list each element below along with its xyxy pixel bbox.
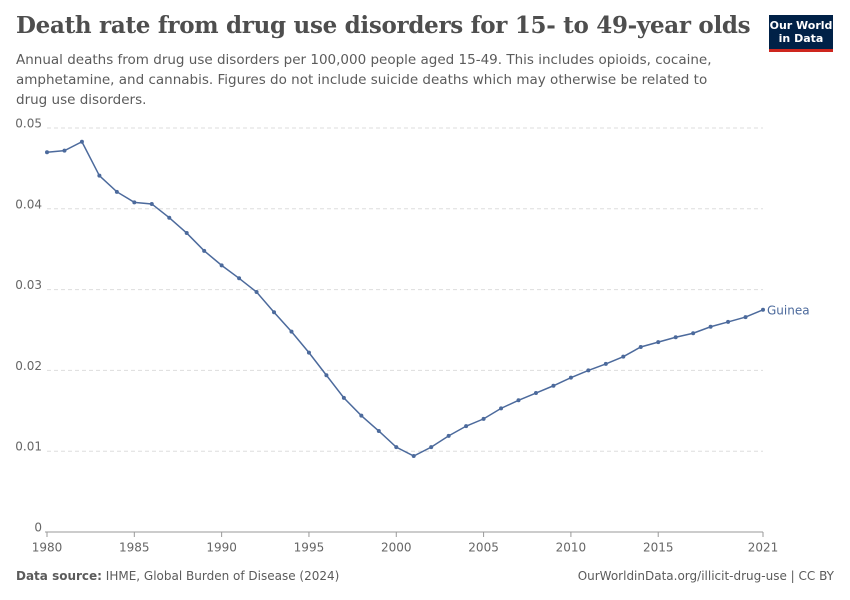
data-point <box>743 315 748 320</box>
data-point <box>481 416 486 421</box>
x-tick-label: 2010 <box>556 541 587 555</box>
data-point <box>132 200 137 205</box>
y-tick-label: 0.02 <box>15 359 42 373</box>
data-point <box>237 276 242 281</box>
data-point <box>306 350 311 355</box>
data-point <box>429 445 434 450</box>
data-point <box>516 398 521 403</box>
data-point <box>376 429 381 433</box>
data-point <box>673 335 678 340</box>
data-point <box>603 361 608 366</box>
data-point <box>691 331 696 336</box>
data-point <box>79 139 84 144</box>
data-point <box>726 319 731 324</box>
x-tick-label: 1990 <box>206 541 237 555</box>
data-point <box>464 424 469 429</box>
chart-title: Death rate from drug use disorders for 1… <box>16 12 751 39</box>
data-point <box>97 173 102 178</box>
series-line <box>46 140 764 457</box>
data-point <box>341 395 346 400</box>
data-point <box>272 310 277 315</box>
x-tick-label: 2005 <box>468 541 499 555</box>
y-tick-label: 0 <box>34 521 42 535</box>
logo[interactable]: Our World in Data <box>769 15 833 52</box>
data-point <box>184 231 189 236</box>
data-point <box>359 413 364 418</box>
data-point <box>446 433 451 438</box>
logo-line: in Data <box>778 32 824 45</box>
x-tick-label: 2015 <box>643 541 674 555</box>
x-tick-label: 1985 <box>119 541 150 555</box>
data-point <box>324 373 329 378</box>
data-point <box>289 329 294 334</box>
data-point <box>708 324 713 329</box>
data-point <box>149 201 154 206</box>
data-point <box>533 391 538 396</box>
data-point <box>586 368 591 373</box>
chart-subtitle: Annual deaths from drug use disorders pe… <box>16 52 712 108</box>
data-point <box>254 290 259 295</box>
data-point <box>411 454 416 459</box>
x-tick-label: 1980 <box>32 541 63 555</box>
x-tick-label: 2000 <box>381 541 412 555</box>
data-point <box>167 215 172 220</box>
series-label: Guinea <box>767 303 810 317</box>
data-point <box>551 383 556 388</box>
data-point <box>638 344 643 349</box>
data-point <box>114 189 119 194</box>
data-point <box>761 307 765 312</box>
data-point <box>394 445 399 450</box>
source: Data source: IHME, Global Burden of Dise… <box>16 569 339 583</box>
data-point <box>499 406 504 411</box>
logo-line: Our World <box>769 19 833 32</box>
y-tick-label: 0.05 <box>15 117 42 131</box>
data-point <box>568 375 573 380</box>
source-url[interactable]: OurWorldinData.org/illicit-drug-use | CC… <box>577 569 834 583</box>
x-tick-label: 1995 <box>294 541 325 555</box>
x-tick-label: 2021 <box>748 541 779 555</box>
source-label: Data source: <box>16 569 102 583</box>
y-tick-label: 0.01 <box>15 440 42 454</box>
data-point <box>656 340 661 345</box>
data-point <box>45 150 49 155</box>
y-tick-label: 0.04 <box>15 197 42 211</box>
data-point <box>621 354 626 359</box>
data-point <box>219 263 224 268</box>
source-text: IHME, Global Burden of Disease (2024) <box>105 569 340 583</box>
data-point <box>202 248 207 253</box>
y-tick-label: 0.03 <box>15 278 42 292</box>
data-point <box>62 148 67 153</box>
